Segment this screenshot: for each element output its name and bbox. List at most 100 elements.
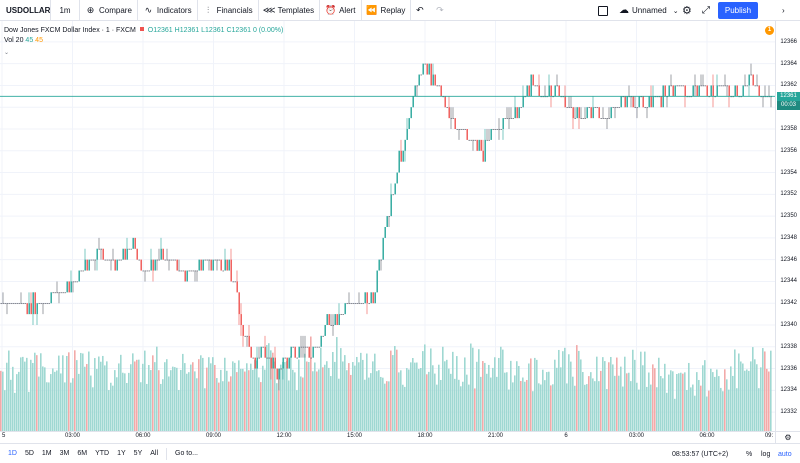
publish-button[interactable]: Publish bbox=[718, 2, 758, 19]
candle-body bbox=[470, 139, 472, 141]
candle-body bbox=[10, 303, 12, 305]
candle-body bbox=[0, 303, 2, 305]
range-5y[interactable]: 5Y bbox=[133, 450, 143, 457]
settings-button[interactable]: ⚙ bbox=[682, 0, 692, 21]
log-toggle[interactable]: log bbox=[761, 450, 771, 458]
range-1m[interactable]: 1M bbox=[41, 450, 52, 457]
candle-body bbox=[298, 346, 300, 358]
volume-bar bbox=[246, 363, 248, 431]
interval-button[interactable]: 1m bbox=[59, 5, 71, 15]
range-3m[interactable]: 3M bbox=[59, 450, 70, 457]
volume-bar bbox=[704, 360, 706, 431]
candle-body bbox=[2, 303, 4, 305]
candle-body bbox=[550, 85, 552, 97]
candle-body bbox=[300, 346, 302, 348]
candle-body bbox=[522, 96, 524, 108]
candle-body bbox=[582, 118, 584, 119]
alert-badge[interactable]: 1 bbox=[765, 26, 774, 35]
compare-button[interactable]: ⊕ Compare bbox=[80, 0, 137, 21]
time-tick-label: 5 bbox=[2, 433, 6, 439]
candle-body bbox=[580, 118, 582, 119]
volume-bar bbox=[240, 368, 242, 431]
candle-body bbox=[342, 314, 344, 315]
bar-countdown-label: 00:03 bbox=[777, 100, 800, 110]
volume-bar bbox=[706, 396, 708, 431]
candle-body bbox=[430, 63, 432, 86]
candle-body bbox=[178, 270, 180, 272]
candle-body bbox=[456, 129, 458, 130]
fullscreen-button[interactable]: ⤢ bbox=[702, 0, 710, 21]
candle-body bbox=[400, 150, 402, 162]
volume-bar bbox=[278, 368, 280, 431]
candle-body bbox=[650, 96, 652, 108]
volume-bar bbox=[716, 369, 718, 431]
layout-name-button[interactable]: ☁ Unnamed ⌄ bbox=[619, 0, 679, 21]
replay-label: Replay bbox=[380, 5, 406, 15]
candle-body bbox=[6, 303, 8, 305]
volume-bar bbox=[490, 377, 492, 431]
range-6m[interactable]: 6M bbox=[77, 450, 88, 457]
replay-button[interactable]: ⏪ Replay bbox=[362, 0, 411, 21]
volume-bar bbox=[288, 380, 290, 431]
range-ytd[interactable]: YTD bbox=[95, 450, 110, 457]
range-5d[interactable]: 5D bbox=[24, 450, 34, 457]
candle-body bbox=[444, 96, 446, 108]
volume-bar bbox=[136, 359, 138, 431]
volume-bar bbox=[32, 363, 34, 431]
candle-body bbox=[256, 357, 258, 369]
financials-button[interactable]: ⫶ Financials bbox=[198, 0, 258, 21]
layout-toggle[interactable] bbox=[598, 0, 608, 21]
volume-bar bbox=[568, 354, 570, 431]
candle-body bbox=[432, 74, 434, 86]
candle-body bbox=[410, 107, 412, 119]
axis-settings-button[interactable]: ⚙ bbox=[775, 431, 800, 443]
chart-pane[interactable]: Dow Jones FXCM Dollar Index · 1 · FXCM O… bbox=[0, 21, 775, 431]
candle-body bbox=[166, 259, 168, 261]
volume-bar bbox=[628, 372, 630, 431]
volume-bar bbox=[742, 363, 744, 431]
candle-body bbox=[742, 85, 744, 97]
volume-bar bbox=[314, 362, 316, 431]
candle-body bbox=[26, 303, 28, 315]
volume-bar bbox=[710, 368, 712, 431]
redo-button[interactable]: ↷ bbox=[431, 0, 451, 21]
right-panel-toggle[interactable]: › bbox=[782, 0, 785, 21]
collapse-legend-button[interactable]: ⌄ bbox=[4, 50, 10, 56]
candle-body bbox=[322, 335, 324, 337]
volume-bar bbox=[414, 362, 416, 431]
symbol-search[interactable]: USDOLLAR bbox=[6, 5, 51, 15]
market-status-icon bbox=[139, 27, 144, 31]
volume-bar bbox=[608, 362, 610, 431]
alert-button[interactable]: ⏰ Alert bbox=[320, 0, 360, 21]
volume-bar bbox=[198, 359, 200, 431]
templates-button[interactable]: ⋘ Templates bbox=[259, 0, 319, 21]
candle-body bbox=[60, 292, 62, 294]
indicators-button[interactable]: ∿ Indicators bbox=[138, 0, 197, 21]
undo-button[interactable]: ↶ bbox=[411, 0, 431, 21]
percent-toggle[interactable]: % bbox=[746, 450, 753, 458]
volume-bar bbox=[750, 361, 752, 431]
candle-body bbox=[704, 85, 706, 87]
candle-body bbox=[86, 259, 88, 271]
volume-bar bbox=[638, 389, 640, 431]
clock[interactable]: 08:53:57 (UTC+2) bbox=[672, 450, 729, 458]
range-all[interactable]: All bbox=[150, 450, 159, 457]
candle-body bbox=[160, 248, 162, 260]
auto-toggle[interactable]: auto bbox=[778, 450, 792, 458]
candle-body bbox=[418, 74, 420, 86]
candle-body bbox=[568, 107, 570, 109]
goto-button[interactable]: Go to... bbox=[175, 450, 198, 457]
candle-body bbox=[328, 314, 330, 325]
volume-bar bbox=[520, 381, 522, 431]
candle-body bbox=[454, 118, 456, 129]
range-1y[interactable]: 1Y bbox=[117, 450, 126, 457]
price-axis[interactable]: 1236612364123621236012358123561235412352… bbox=[775, 21, 800, 431]
volume-bar bbox=[466, 374, 468, 431]
price-chart[interactable] bbox=[0, 21, 775, 431]
volume-bar bbox=[682, 373, 684, 431]
time-axis[interactable]: 5 03:00 06:00 09:00 12:00 15:00 18:00 21:00 6 03:… bbox=[0, 431, 775, 443]
candle-body bbox=[162, 248, 164, 260]
candle-body bbox=[452, 118, 454, 119]
range-1d[interactable]: 1D bbox=[8, 450, 17, 457]
